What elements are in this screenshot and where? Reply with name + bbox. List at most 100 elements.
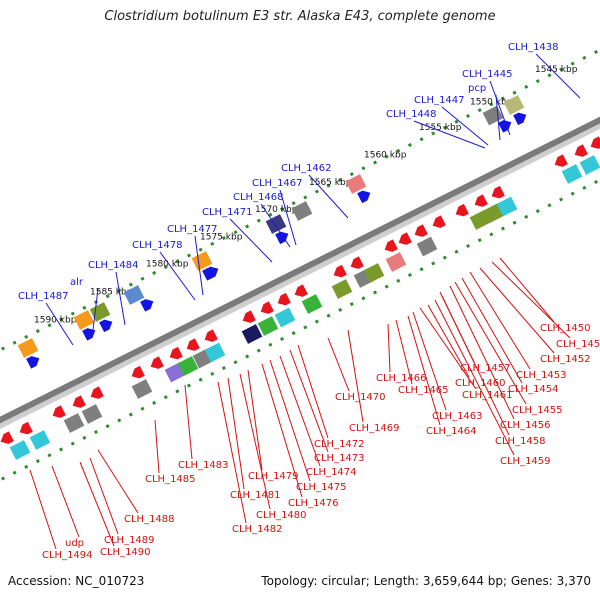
gene-box[interactable] <box>177 356 199 376</box>
gene-arrow-reverse[interactable] <box>292 284 308 299</box>
gene-box-upper[interactable] <box>291 201 313 221</box>
gene-box[interactable] <box>579 155 600 175</box>
gene-arrow-reverse[interactable] <box>382 239 398 254</box>
gene-box[interactable] <box>29 430 51 450</box>
gene-box-upper[interactable] <box>345 174 367 194</box>
gene-label-bottom[interactable]: CLH_1463 <box>432 411 483 422</box>
gene-label-bottom[interactable]: CLH_1452 <box>540 354 591 365</box>
gene-label-bottom[interactable]: CLH_1461 <box>462 390 513 401</box>
gene-label-bottom[interactable]: CLH_1450 <box>540 323 591 334</box>
gene-arrow-reverse[interactable] <box>588 136 600 151</box>
gene-box[interactable] <box>496 196 518 217</box>
gene-box[interactable] <box>561 164 583 184</box>
gene-label-bottom[interactable]: CLH_1465 <box>398 385 449 396</box>
gene-arrow-reverse[interactable] <box>70 395 86 410</box>
gene-label-bottom[interactable]: CLH_1453 <box>516 370 567 381</box>
gene-label-bottom[interactable]: CLH_1457 <box>460 363 511 374</box>
gene-label-top[interactable]: CLH_1468 <box>233 192 284 203</box>
gene-arrow-reverse[interactable] <box>202 329 218 344</box>
gene-label-bottom[interactable]: CLH_1481 <box>230 490 281 501</box>
gene-label-bottom[interactable]: CLH_1482 <box>232 524 283 535</box>
gene-label-bottom[interactable]: CLH_1464 <box>426 426 477 437</box>
gene-label-bottom[interactable]: CLH_1474 <box>306 467 357 478</box>
gene-label-bottom[interactable]: CLH_1455 <box>512 405 563 416</box>
gene-arrow-reverse[interactable] <box>17 421 33 437</box>
gene-label-top[interactable]: CLH_1471 <box>202 207 253 218</box>
gene-arrow-reverse[interactable] <box>129 365 145 381</box>
gene-arrow-forward[interactable] <box>513 110 529 126</box>
gene-box[interactable] <box>363 263 385 283</box>
gene-arrow-reverse[interactable] <box>348 256 364 271</box>
gene-arrow-forward[interactable] <box>357 188 373 204</box>
gene-label-bottom[interactable]: CLH_1476 <box>288 498 339 509</box>
gene-label-bottom[interactable]: CLH_1483 <box>178 460 229 471</box>
gene-label-bottom[interactable]: CLH_1466 <box>376 373 427 384</box>
gene-arrow-reverse[interactable] <box>50 405 66 420</box>
gene-arrow-reverse[interactable] <box>430 215 446 230</box>
gene-box[interactable] <box>274 307 296 328</box>
gene-label-top[interactable]: CLH_1484 <box>88 260 139 271</box>
gene-arrow-forward[interactable] <box>140 296 156 312</box>
gene-label-top[interactable]: alr <box>70 277 84 288</box>
gene-arrow-reverse[interactable] <box>453 203 469 219</box>
gene-box-upper[interactable] <box>265 214 287 234</box>
gene-label-bottom[interactable]: udp <box>65 538 84 549</box>
gene-box-upper[interactable] <box>123 285 145 305</box>
gene-label-top[interactable]: pcp <box>468 83 486 94</box>
gene-arrow-reverse[interactable] <box>240 310 256 325</box>
gene-arrow-forward[interactable] <box>205 264 221 280</box>
gene-label-top[interactable]: CLH_1445 <box>462 69 513 80</box>
gene-arrow-reverse[interactable] <box>396 232 412 247</box>
gene-label-bottom[interactable]: CLH_1470 <box>335 392 386 403</box>
gene-label-bottom[interactable]: CLH_1485 <box>145 474 196 485</box>
gene-arrow-forward[interactable] <box>275 229 291 245</box>
gene-box[interactable] <box>469 210 491 230</box>
gene-label-bottom[interactable]: CLH_1458 <box>495 436 546 447</box>
gene-label-bottom[interactable]: CLH_1472 <box>314 439 365 450</box>
gene-arrow-reverse[interactable] <box>258 301 274 316</box>
gene-label-bottom[interactable]: CLH_1473 <box>314 453 365 464</box>
gene-label-top[interactable]: CLH_1462 <box>281 163 332 174</box>
gene-box-upper[interactable] <box>89 302 111 322</box>
gene-box[interactable] <box>385 252 407 272</box>
gene-label-bottom[interactable]: CLH_1469 <box>349 423 400 434</box>
gene-box[interactable] <box>9 440 31 460</box>
gene-label-top[interactable]: CLH_1487 <box>18 291 69 302</box>
gene-box[interactable] <box>416 236 438 257</box>
gene-label-top[interactable]: CLH_1448 <box>386 109 437 120</box>
gene-arrow-forward[interactable] <box>99 317 115 333</box>
gene-box-upper[interactable] <box>503 95 525 115</box>
gene-label-bottom[interactable]: CLH_1475 <box>296 482 347 493</box>
gene-arrow-reverse[interactable] <box>275 292 291 308</box>
gene-label-bottom[interactable]: CLH_1459 <box>500 456 551 467</box>
gene-arrow-reverse[interactable] <box>184 338 200 353</box>
gene-arrow-forward[interactable] <box>26 353 42 369</box>
gene-box[interactable] <box>204 342 226 363</box>
gene-box[interactable] <box>131 379 153 399</box>
gene-arrow-forward[interactable] <box>82 325 98 341</box>
gene-label-bottom[interactable]: CLH_1454 <box>508 384 559 395</box>
gene-label-bottom[interactable]: CLH_1494 <box>42 550 93 561</box>
gene-arrow-reverse[interactable] <box>0 431 14 446</box>
gene-label-top[interactable]: CLH_1447 <box>414 95 465 106</box>
gene-box[interactable] <box>81 404 103 424</box>
gene-label-bottom[interactable]: CLH_1489 <box>104 535 155 546</box>
gene-label-bottom[interactable]: CLH_1488 <box>124 514 175 525</box>
gene-box[interactable] <box>301 294 323 314</box>
gene-box[interactable] <box>241 324 263 344</box>
gene-label-bottom[interactable]: CLH_1456 <box>500 420 551 431</box>
gene-box[interactable] <box>63 413 85 433</box>
gene-arrow-reverse[interactable] <box>572 144 588 159</box>
gene-label-bottom[interactable]: CLH_1479 <box>248 471 299 482</box>
gene-label-bottom[interactable]: CLH_1490 <box>100 547 151 558</box>
gene-box-upper[interactable] <box>17 338 39 358</box>
gene-box[interactable] <box>331 279 353 299</box>
gene-box-upper[interactable] <box>191 251 213 271</box>
gene-arrow-reverse[interactable] <box>148 356 164 371</box>
gene-box[interactable] <box>257 316 279 336</box>
gene-arrow-reverse[interactable] <box>552 154 568 169</box>
gene-arrow-reverse[interactable] <box>412 224 428 239</box>
gene-arrow-reverse[interactable] <box>331 264 347 280</box>
gene-arrow-reverse[interactable] <box>489 185 505 201</box>
gene-label-bottom[interactable]: CLH_1480 <box>256 510 307 521</box>
